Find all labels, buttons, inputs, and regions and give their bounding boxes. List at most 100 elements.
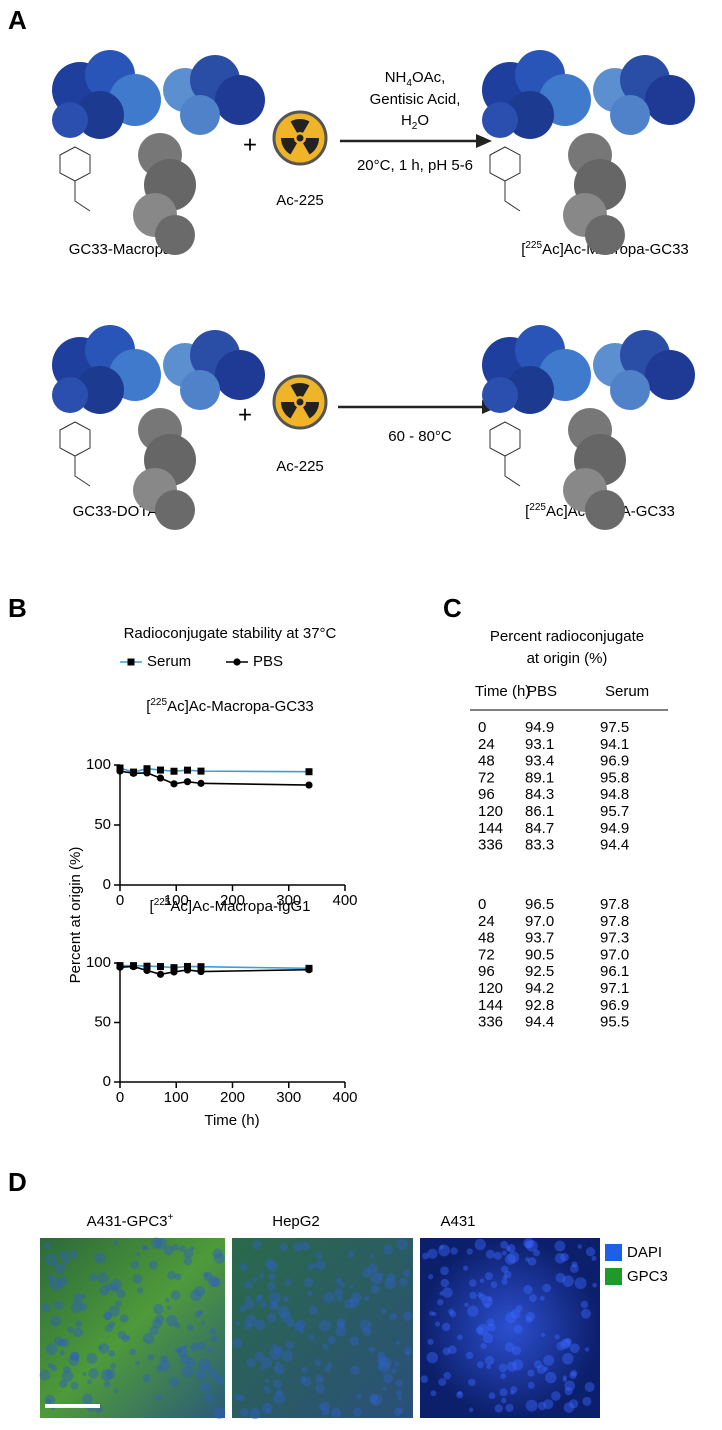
nucleus-speck — [265, 1258, 276, 1269]
table-cell: 97.5 — [600, 719, 629, 736]
data-point — [157, 963, 164, 971]
nucleus-speck — [378, 1361, 391, 1374]
nucleus-speck — [200, 1381, 211, 1393]
nucleus-speck — [368, 1346, 375, 1353]
nucleus-speck — [427, 1338, 434, 1345]
condition-text: 60 - 80°C — [388, 428, 452, 445]
nucleus-speck — [269, 1347, 282, 1360]
nucleus-speck — [117, 1330, 127, 1340]
nucleus-speck — [507, 1244, 516, 1253]
nucleus-speck — [439, 1245, 444, 1250]
nucleus-speck — [334, 1288, 344, 1298]
nucleus-speck — [72, 1327, 84, 1338]
protein-domain — [215, 75, 265, 125]
nucleus-speck — [275, 1360, 281, 1366]
nucleus-speck — [238, 1394, 245, 1402]
nucleus-speck — [104, 1312, 112, 1320]
nucleus-speck — [308, 1334, 315, 1341]
nucleus-speck — [214, 1252, 225, 1264]
nucleus-speck — [269, 1300, 279, 1311]
nucleus-speck — [137, 1287, 144, 1294]
table-cell: 96.9 — [600, 997, 629, 1014]
nucleus-speck — [183, 1344, 188, 1350]
nucleus-speck — [431, 1311, 437, 1317]
nucleus-speck — [555, 1272, 566, 1283]
subtitle-part: [ — [150, 898, 155, 915]
nucleus-speck — [370, 1272, 383, 1285]
nucleus-speck — [110, 1362, 117, 1369]
nucleus-speck — [441, 1322, 451, 1332]
nucleus-speck — [574, 1277, 587, 1290]
nucleus-speck — [61, 1370, 74, 1382]
nucleus-speck — [303, 1277, 314, 1288]
table-cell: 0 — [478, 719, 486, 736]
nucleus-speck — [135, 1252, 140, 1257]
nucleus-speck — [104, 1368, 116, 1379]
panel-label: A — [8, 5, 27, 35]
nucleus-speck — [170, 1290, 181, 1301]
nucleus-speck — [315, 1384, 325, 1394]
nucleus-speck — [190, 1342, 200, 1352]
nucleus-speck — [362, 1268, 372, 1278]
nucleus-speck — [469, 1291, 477, 1300]
nucleus-speck — [487, 1323, 496, 1332]
panel-label: D — [8, 1167, 27, 1197]
nucleus-speck — [135, 1360, 140, 1366]
nucleus-speck — [185, 1357, 196, 1368]
nucleus-speck — [562, 1275, 574, 1287]
nucleus-speck — [386, 1272, 396, 1282]
nucleus-speck — [352, 1407, 362, 1417]
nucleus-speck — [166, 1305, 172, 1311]
nucleus-speck — [73, 1293, 84, 1304]
nucleus-speck — [384, 1277, 397, 1290]
nucleus-speck — [254, 1351, 265, 1362]
chelator-sketch — [489, 146, 521, 212]
nucleus-speck — [282, 1295, 289, 1303]
y-tick-label: 0 — [103, 1073, 111, 1090]
nucleus-speck — [211, 1335, 218, 1342]
condition-text: Gentisic Acid, — [370, 91, 461, 108]
table-cell: 144 — [478, 820, 503, 837]
nucleus-speck — [59, 1350, 65, 1356]
nucleus-speck — [299, 1329, 305, 1334]
protein-domain — [52, 102, 88, 138]
nucleus-speck — [285, 1340, 294, 1350]
nucleus-speck — [536, 1364, 546, 1374]
data-point — [170, 780, 178, 788]
nucleus-speck — [246, 1357, 257, 1368]
nucleus-speck — [349, 1336, 360, 1346]
nucleus-speck — [97, 1272, 109, 1284]
nucleus-speck — [245, 1296, 251, 1301]
icon-blade — [303, 402, 319, 419]
nucleus-speck — [50, 1278, 63, 1291]
nucleus-speck — [155, 1237, 167, 1250]
nucleus-speck — [244, 1280, 253, 1290]
nucleus-speck — [271, 1343, 277, 1349]
nucleus-speck — [274, 1364, 285, 1375]
nucleus-speck — [560, 1339, 571, 1350]
nucleus-speck — [59, 1379, 68, 1388]
nucleus-speck — [167, 1270, 177, 1280]
data-point — [170, 968, 178, 976]
nucleus-speck — [318, 1319, 331, 1332]
nucleus-speck — [539, 1295, 545, 1301]
nucleus-speck — [255, 1295, 262, 1303]
nucleus-speck — [513, 1324, 523, 1334]
nucleus-speck — [527, 1257, 537, 1266]
nucleus-speck — [47, 1362, 53, 1369]
nucleus-speck — [403, 1269, 411, 1277]
nucleus-speck — [467, 1305, 479, 1317]
x-tick-label: 300 — [276, 892, 301, 909]
table-cell: 96 — [478, 963, 495, 980]
nucleus-speck — [153, 1303, 164, 1315]
nucleus-speck — [359, 1319, 372, 1332]
nucleus-speck — [315, 1260, 326, 1270]
nucleus-speck — [486, 1318, 495, 1327]
nucleus-speck — [367, 1263, 378, 1274]
table-cell: 94.2 — [525, 980, 554, 997]
data-point — [143, 765, 151, 773]
data-point — [183, 966, 192, 974]
nucleus-speck — [293, 1241, 304, 1252]
nucleus-speck — [119, 1314, 129, 1323]
